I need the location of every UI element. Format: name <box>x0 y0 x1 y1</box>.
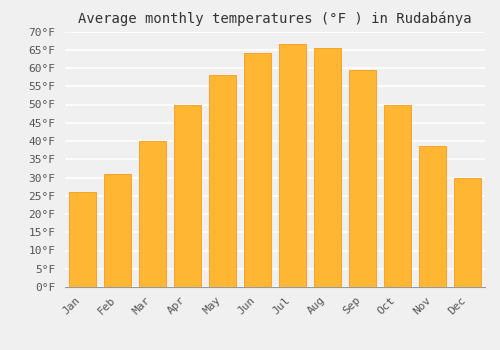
Bar <box>104 174 130 287</box>
Bar <box>350 70 376 287</box>
Bar <box>70 192 96 287</box>
Bar <box>420 146 446 287</box>
Bar <box>210 75 236 287</box>
Bar <box>314 48 340 287</box>
Bar <box>244 54 270 287</box>
Bar <box>174 105 201 287</box>
Bar <box>454 177 480 287</box>
Bar <box>140 141 166 287</box>
Bar <box>280 44 305 287</box>
Bar <box>384 105 410 287</box>
Title: Average monthly temperatures (°F ) in Rudabánya: Average monthly temperatures (°F ) in Ru… <box>78 12 472 26</box>
